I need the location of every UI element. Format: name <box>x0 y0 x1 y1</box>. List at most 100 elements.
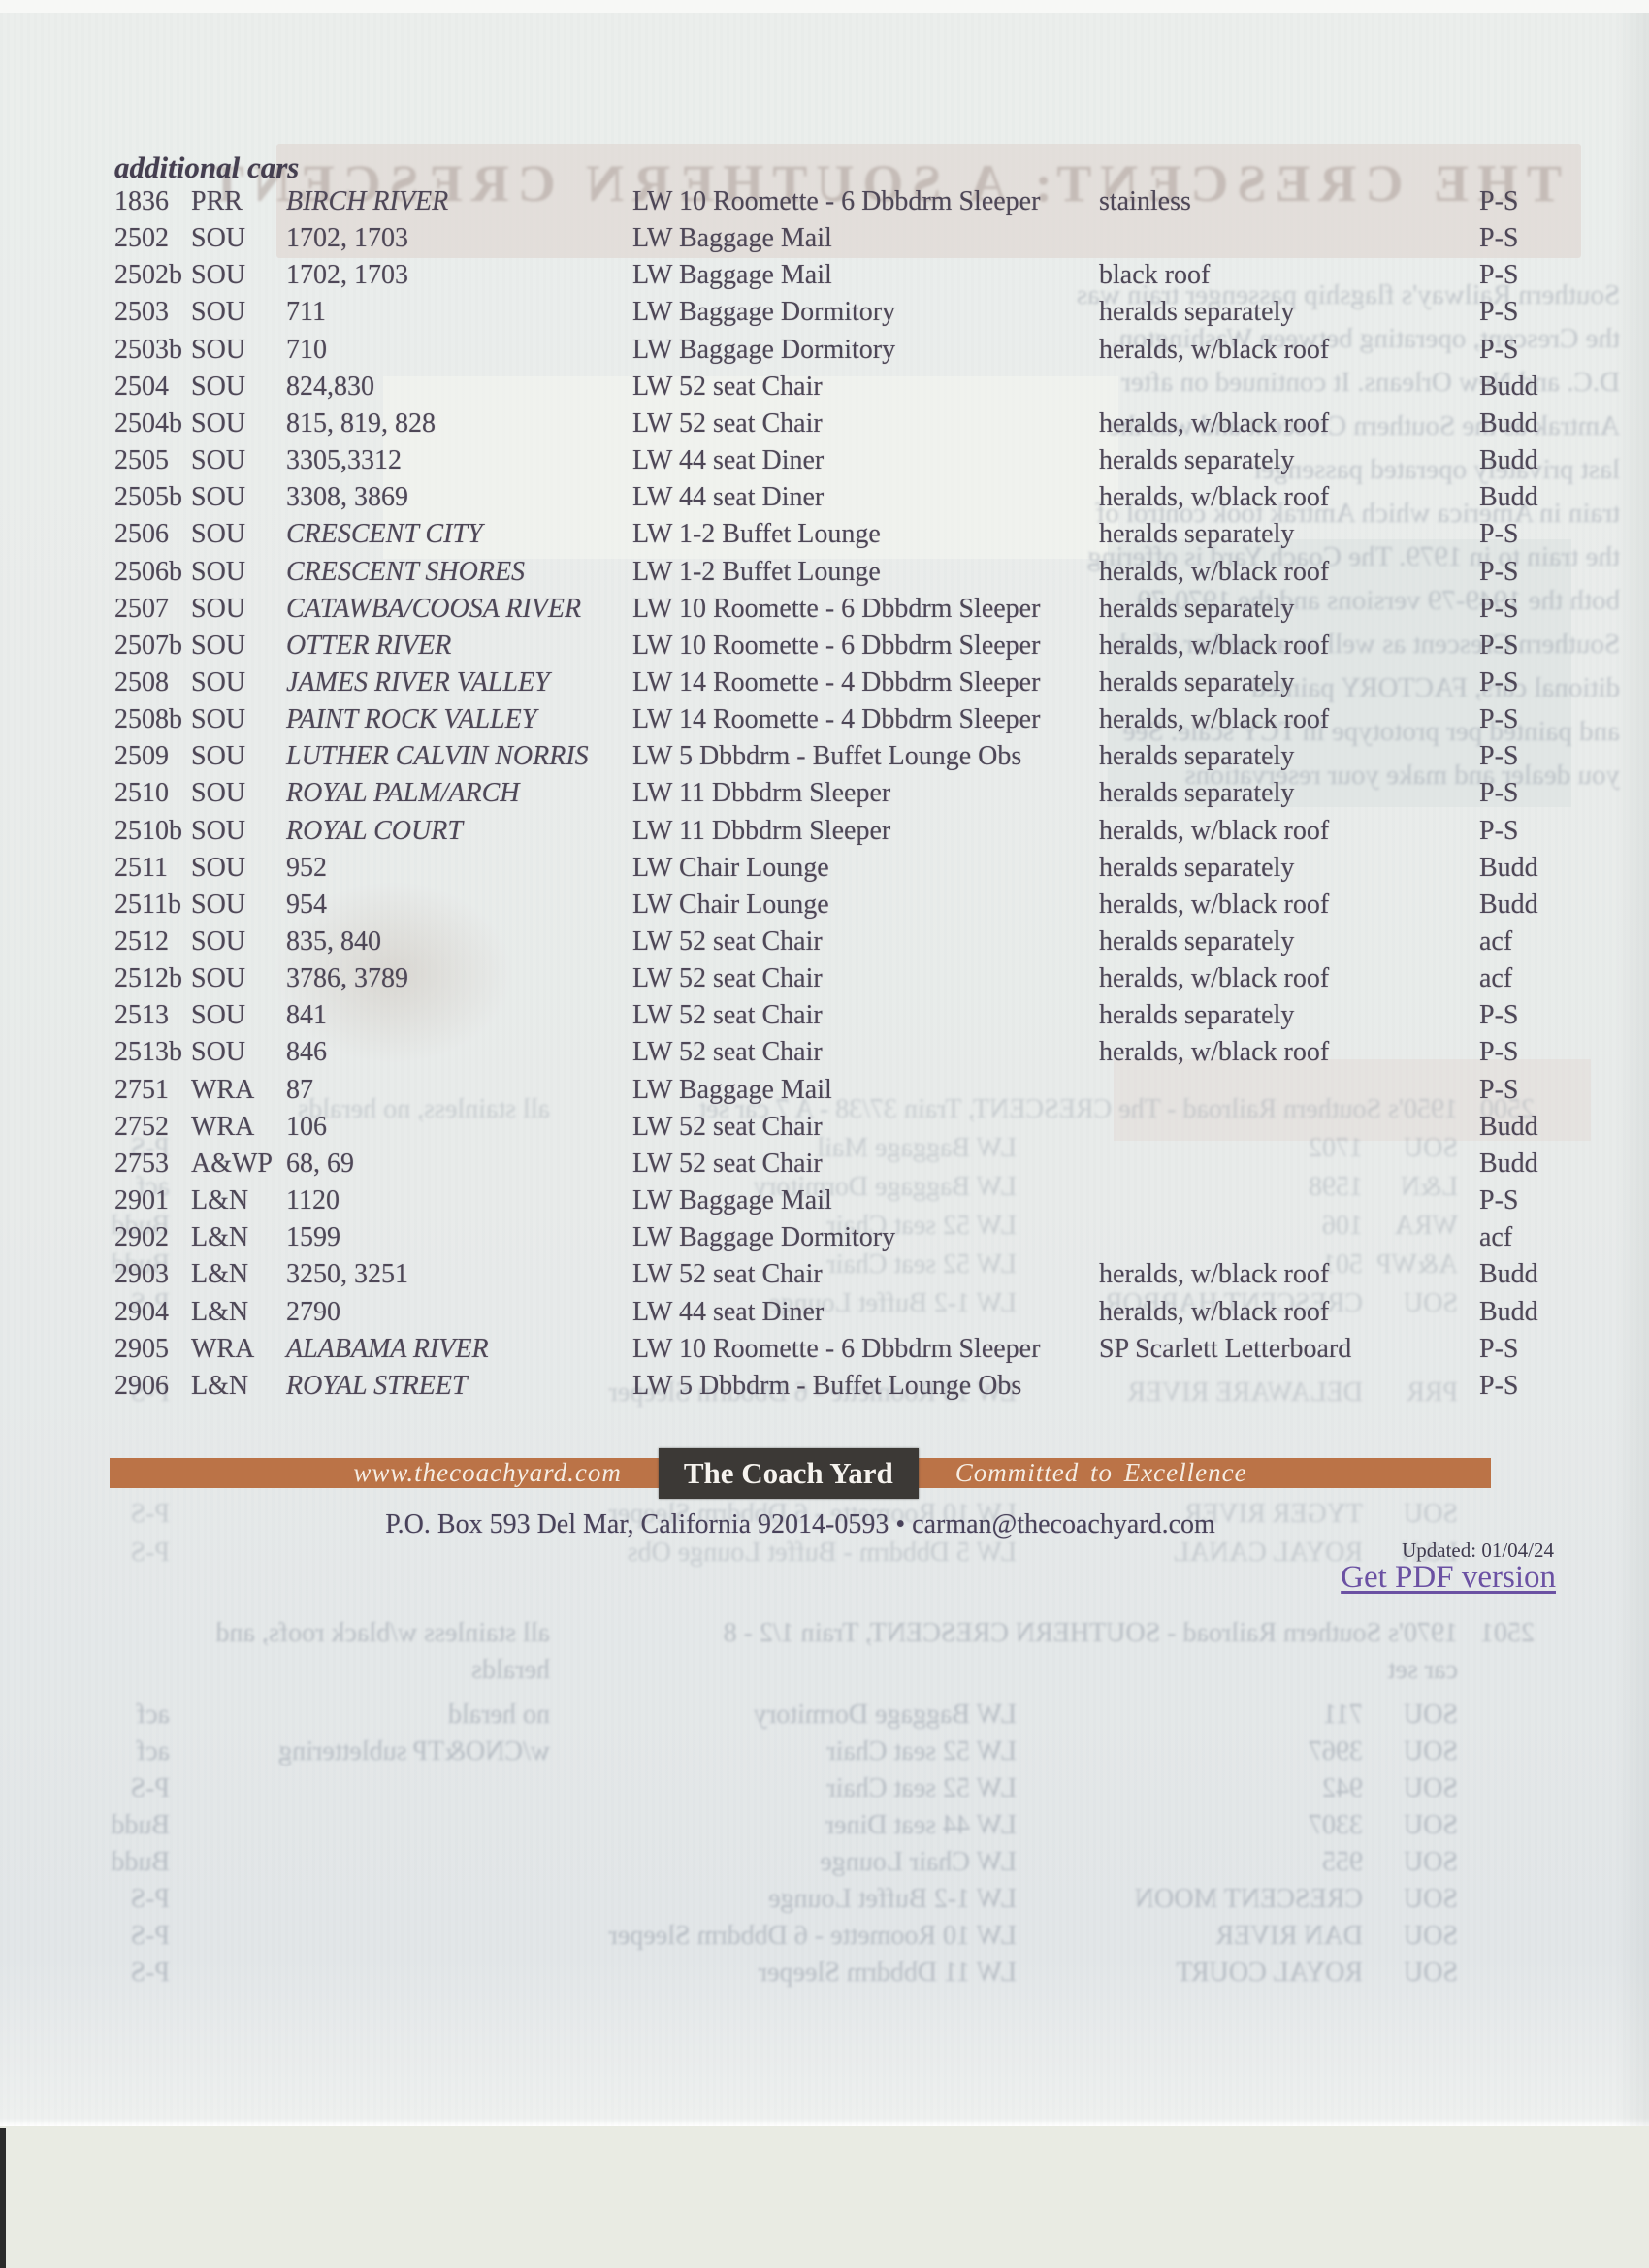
car-description: LW 52 seat Chair <box>632 926 823 956</box>
car-name: 954 <box>286 889 327 920</box>
car-id: 2513 <box>114 1000 169 1031</box>
table-row: 2904 L&N 2790 LW 44 seat Diner heralds, w/bl… <box>114 1297 1608 1334</box>
car-name: 841 <box>286 1000 327 1031</box>
car-id: 2502 <box>114 223 169 254</box>
car-maker: P-S <box>1479 1185 1519 1216</box>
brand-logo: The Coach Yard <box>658 1447 919 1499</box>
car-description: LW Baggage Mail <box>632 1185 832 1216</box>
car-id: 2509 <box>114 741 169 772</box>
car-note: heralds separately <box>1099 1000 1295 1031</box>
car-id: 2511b <box>114 889 181 920</box>
car-note: heralds separately <box>1099 778 1295 809</box>
car-description: LW 1-2 Buffet Lounge <box>632 519 881 550</box>
railroad: WRA <box>191 1074 255 1105</box>
car-description: LW 14 Roomette - 4 Dbbdrm Sleeper <box>632 704 1041 735</box>
scan-right-shade <box>1616 13 1649 2126</box>
table-row: 2505b SOU 3308, 3869 LW 44 seat Diner herald… <box>114 482 1608 519</box>
car-name: 1599 <box>286 1222 340 1253</box>
car-note: heralds separately <box>1099 297 1295 328</box>
car-note: heralds separately <box>1099 852 1295 883</box>
scanner-backing <box>0 2126 1649 2268</box>
car-description: LW 52 seat Chair <box>632 1148 823 1179</box>
car-name: LUTHER CALVIN NORRIS <box>286 741 589 772</box>
car-name: 824,830 <box>286 371 374 402</box>
railroad: SOU <box>191 371 246 402</box>
get-pdf-link[interactable]: Get PDF version <box>1341 1560 1556 1595</box>
car-maker: Budd <box>1479 482 1538 513</box>
car-id: 2503 <box>114 297 169 328</box>
brand-name: The Coach Yard <box>683 1455 893 1490</box>
railroad: SOU <box>191 223 246 254</box>
table-row: 2510b SOU ROYAL COURT LW 11 Dbbdrm Sleeper h… <box>114 816 1608 853</box>
railroad: SOU <box>191 630 246 661</box>
car-id: 2504 <box>114 371 169 402</box>
car-name: BIRCH RIVER <box>286 186 449 216</box>
car-name: 1702, 1703 <box>286 223 408 254</box>
railroad: SOU <box>191 482 246 513</box>
car-note: heralds separately <box>1099 519 1295 550</box>
car-name: 846 <box>286 1037 327 1068</box>
car-name: JAMES RIVER VALLEY <box>286 666 550 697</box>
car-maker: Budd <box>1479 889 1538 920</box>
car-id: 2508 <box>114 666 169 697</box>
car-maker: P-S <box>1479 297 1519 328</box>
table-row: 2504b SOU 815, 819, 828 LW 52 seat Chair her… <box>114 408 1608 445</box>
railroad: SOU <box>191 889 246 920</box>
car-description: LW 52 seat Chair <box>632 1037 823 1068</box>
car-description: LW 14 Roomette - 4 Dbbdrm Sleeper <box>632 666 1041 697</box>
car-maker: P-S <box>1479 334 1519 365</box>
car-note: heralds separately <box>1099 666 1295 697</box>
table-row: 2504 SOU 824,830 LW 52 seat Chair Budd <box>114 372 1608 408</box>
car-maker: P-S <box>1479 556 1519 587</box>
railroad: SOU <box>191 666 246 697</box>
car-description: LW 44 seat Diner <box>632 1296 824 1327</box>
car-name: 711 <box>286 297 326 328</box>
car-maker: P-S <box>1479 815 1519 846</box>
car-note: heralds separately <box>1099 741 1295 772</box>
footer-banner: www.thecoachyard.com The Coach Yard Comm… <box>110 1447 1491 1499</box>
table-row: 2753 A&WP 68, 69 LW 52 seat Chair Budd <box>114 1149 1608 1185</box>
car-name: ALABAMA RIVER <box>286 1333 489 1364</box>
car-description: LW 11 Dbbdrm Sleeper <box>632 815 891 846</box>
car-id: 2901 <box>114 1185 169 1216</box>
table-row: 2503 SOU 711 LW Baggage Dormitory heralds se… <box>114 297 1608 334</box>
railroad: SOU <box>191 1037 246 1068</box>
car-name: 1120 <box>286 1185 340 1216</box>
car-id: 2506 <box>114 519 169 550</box>
car-name: 710 <box>286 334 327 365</box>
table-row: 2906 L&N ROYAL STREET LW 5 Dbbdrm - Buffet … <box>114 1371 1608 1408</box>
car-id: 2507 <box>114 593 169 624</box>
car-description: LW Chair Lounge <box>632 852 829 883</box>
car-note: heralds, w/black roof <box>1099 630 1330 661</box>
table-row: 2751 WRA 87 LW Baggage Mail P-S <box>114 1075 1608 1112</box>
table-row: 2510 SOU ROYAL PALM/ARCH LW 11 Dbbdrm Sleep… <box>114 778 1608 815</box>
car-maker: P-S <box>1479 593 1519 624</box>
car-description: LW 1-2 Buffet Lounge <box>632 556 881 587</box>
car-name: 2790 <box>286 1296 340 1327</box>
updated-label: Updated: 01/04/24 <box>1402 1539 1554 1562</box>
car-note: heralds, w/black roof <box>1099 815 1330 846</box>
car-description: LW 52 seat Chair <box>632 963 823 994</box>
table-row: 2507b SOU OTTER RIVER LW 10 Roomette - 6 Db… <box>114 631 1608 667</box>
car-maker: P-S <box>1479 1333 1519 1364</box>
car-maker: Budd <box>1479 445 1538 476</box>
car-maker: acf <box>1479 963 1513 994</box>
table-row: 2506 SOU CRESCENT CITY LW 1-2 Buffet Lounge… <box>114 519 1608 556</box>
car-id: 2508b <box>114 704 182 735</box>
car-maker: P-S <box>1479 630 1519 661</box>
car-name: OTTER RIVER <box>286 630 452 661</box>
scanned-page <box>0 13 1649 2126</box>
car-note: heralds, w/black roof <box>1099 556 1330 587</box>
car-maker: Budd <box>1479 852 1538 883</box>
car-id: 1836 <box>114 186 169 216</box>
car-maker: P-S <box>1479 1037 1519 1068</box>
car-id: 2753 <box>114 1148 169 1179</box>
car-description: LW 11 Dbbdrm Sleeper <box>632 778 891 809</box>
car-id: 2507b <box>114 630 182 661</box>
car-description: LW 52 seat Chair <box>632 1000 823 1031</box>
railroad: L&N <box>191 1296 249 1327</box>
car-maker: P-S <box>1479 778 1519 809</box>
railroad: SOU <box>191 260 246 291</box>
car-description: LW Baggage Mail <box>632 1074 832 1105</box>
car-id: 2751 <box>114 1074 169 1105</box>
